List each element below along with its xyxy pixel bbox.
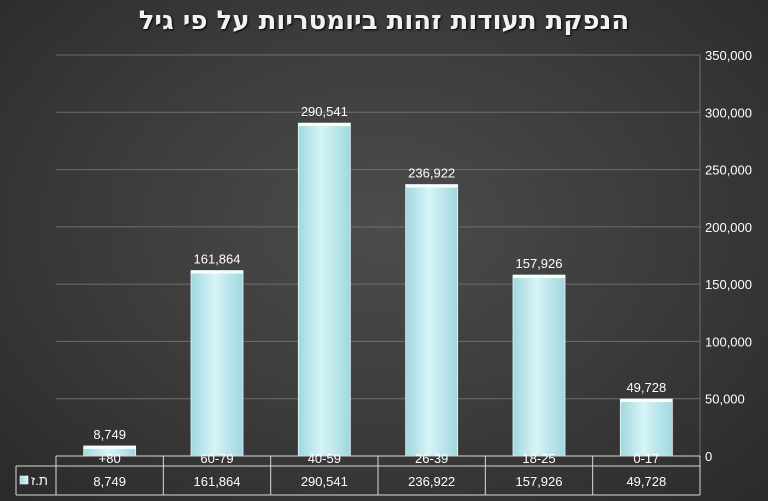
y-tick-label: 200,000	[705, 220, 752, 235]
chart-title: הנפקת תעודות זהות ביומטריות על פי גיל	[138, 6, 630, 36]
table-value-cell: 161,864	[194, 474, 241, 489]
y-tick-label: 0	[705, 449, 712, 464]
bar	[619, 398, 673, 457]
bar-value-label: 161,864	[194, 252, 241, 267]
bar	[405, 184, 459, 457]
bar-value-label: 49,728	[626, 380, 666, 395]
bar	[297, 122, 351, 457]
y-tick-label: 50,000	[705, 392, 745, 407]
bar	[512, 274, 566, 457]
y-tick-label: 100,000	[705, 334, 752, 349]
x-category-label: 40-59	[308, 451, 341, 466]
bar-value-label: 236,922	[408, 166, 455, 181]
bar-cap	[513, 275, 565, 279]
legend-swatch	[19, 475, 29, 485]
bar-value-label: 8,749	[93, 427, 126, 442]
y-tick-label: 300,000	[705, 105, 752, 120]
bar	[190, 270, 244, 457]
bar-value-label: 157,926	[516, 256, 563, 271]
bar-cap	[405, 184, 458, 188]
table-value-cell: 236,922	[408, 474, 455, 489]
bar-cap	[298, 123, 351, 127]
y-tick-label: 150,000	[705, 277, 752, 292]
bar-cap	[83, 445, 136, 449]
legend-series-name: ת.ז	[31, 473, 48, 488]
x-category-label: +80	[99, 451, 121, 466]
bar-value-label: 290,541	[301, 104, 348, 119]
table-value-cell: 8,749	[93, 474, 126, 489]
bar-cap	[191, 270, 243, 274]
table-value-cell: 157,926	[516, 474, 563, 489]
table-value-cell: 49,728	[626, 474, 666, 489]
x-category-label: 60-79	[200, 451, 233, 466]
x-category-label: 26-39	[415, 451, 448, 466]
table-value-cell: 290,541	[301, 474, 348, 489]
x-category-label: 0-17	[633, 451, 659, 466]
bar-cap	[620, 399, 673, 403]
x-category-label: 18-25	[522, 451, 555, 466]
y-tick-label: 350,000	[705, 48, 752, 63]
y-tick-label: 250,000	[705, 163, 752, 178]
